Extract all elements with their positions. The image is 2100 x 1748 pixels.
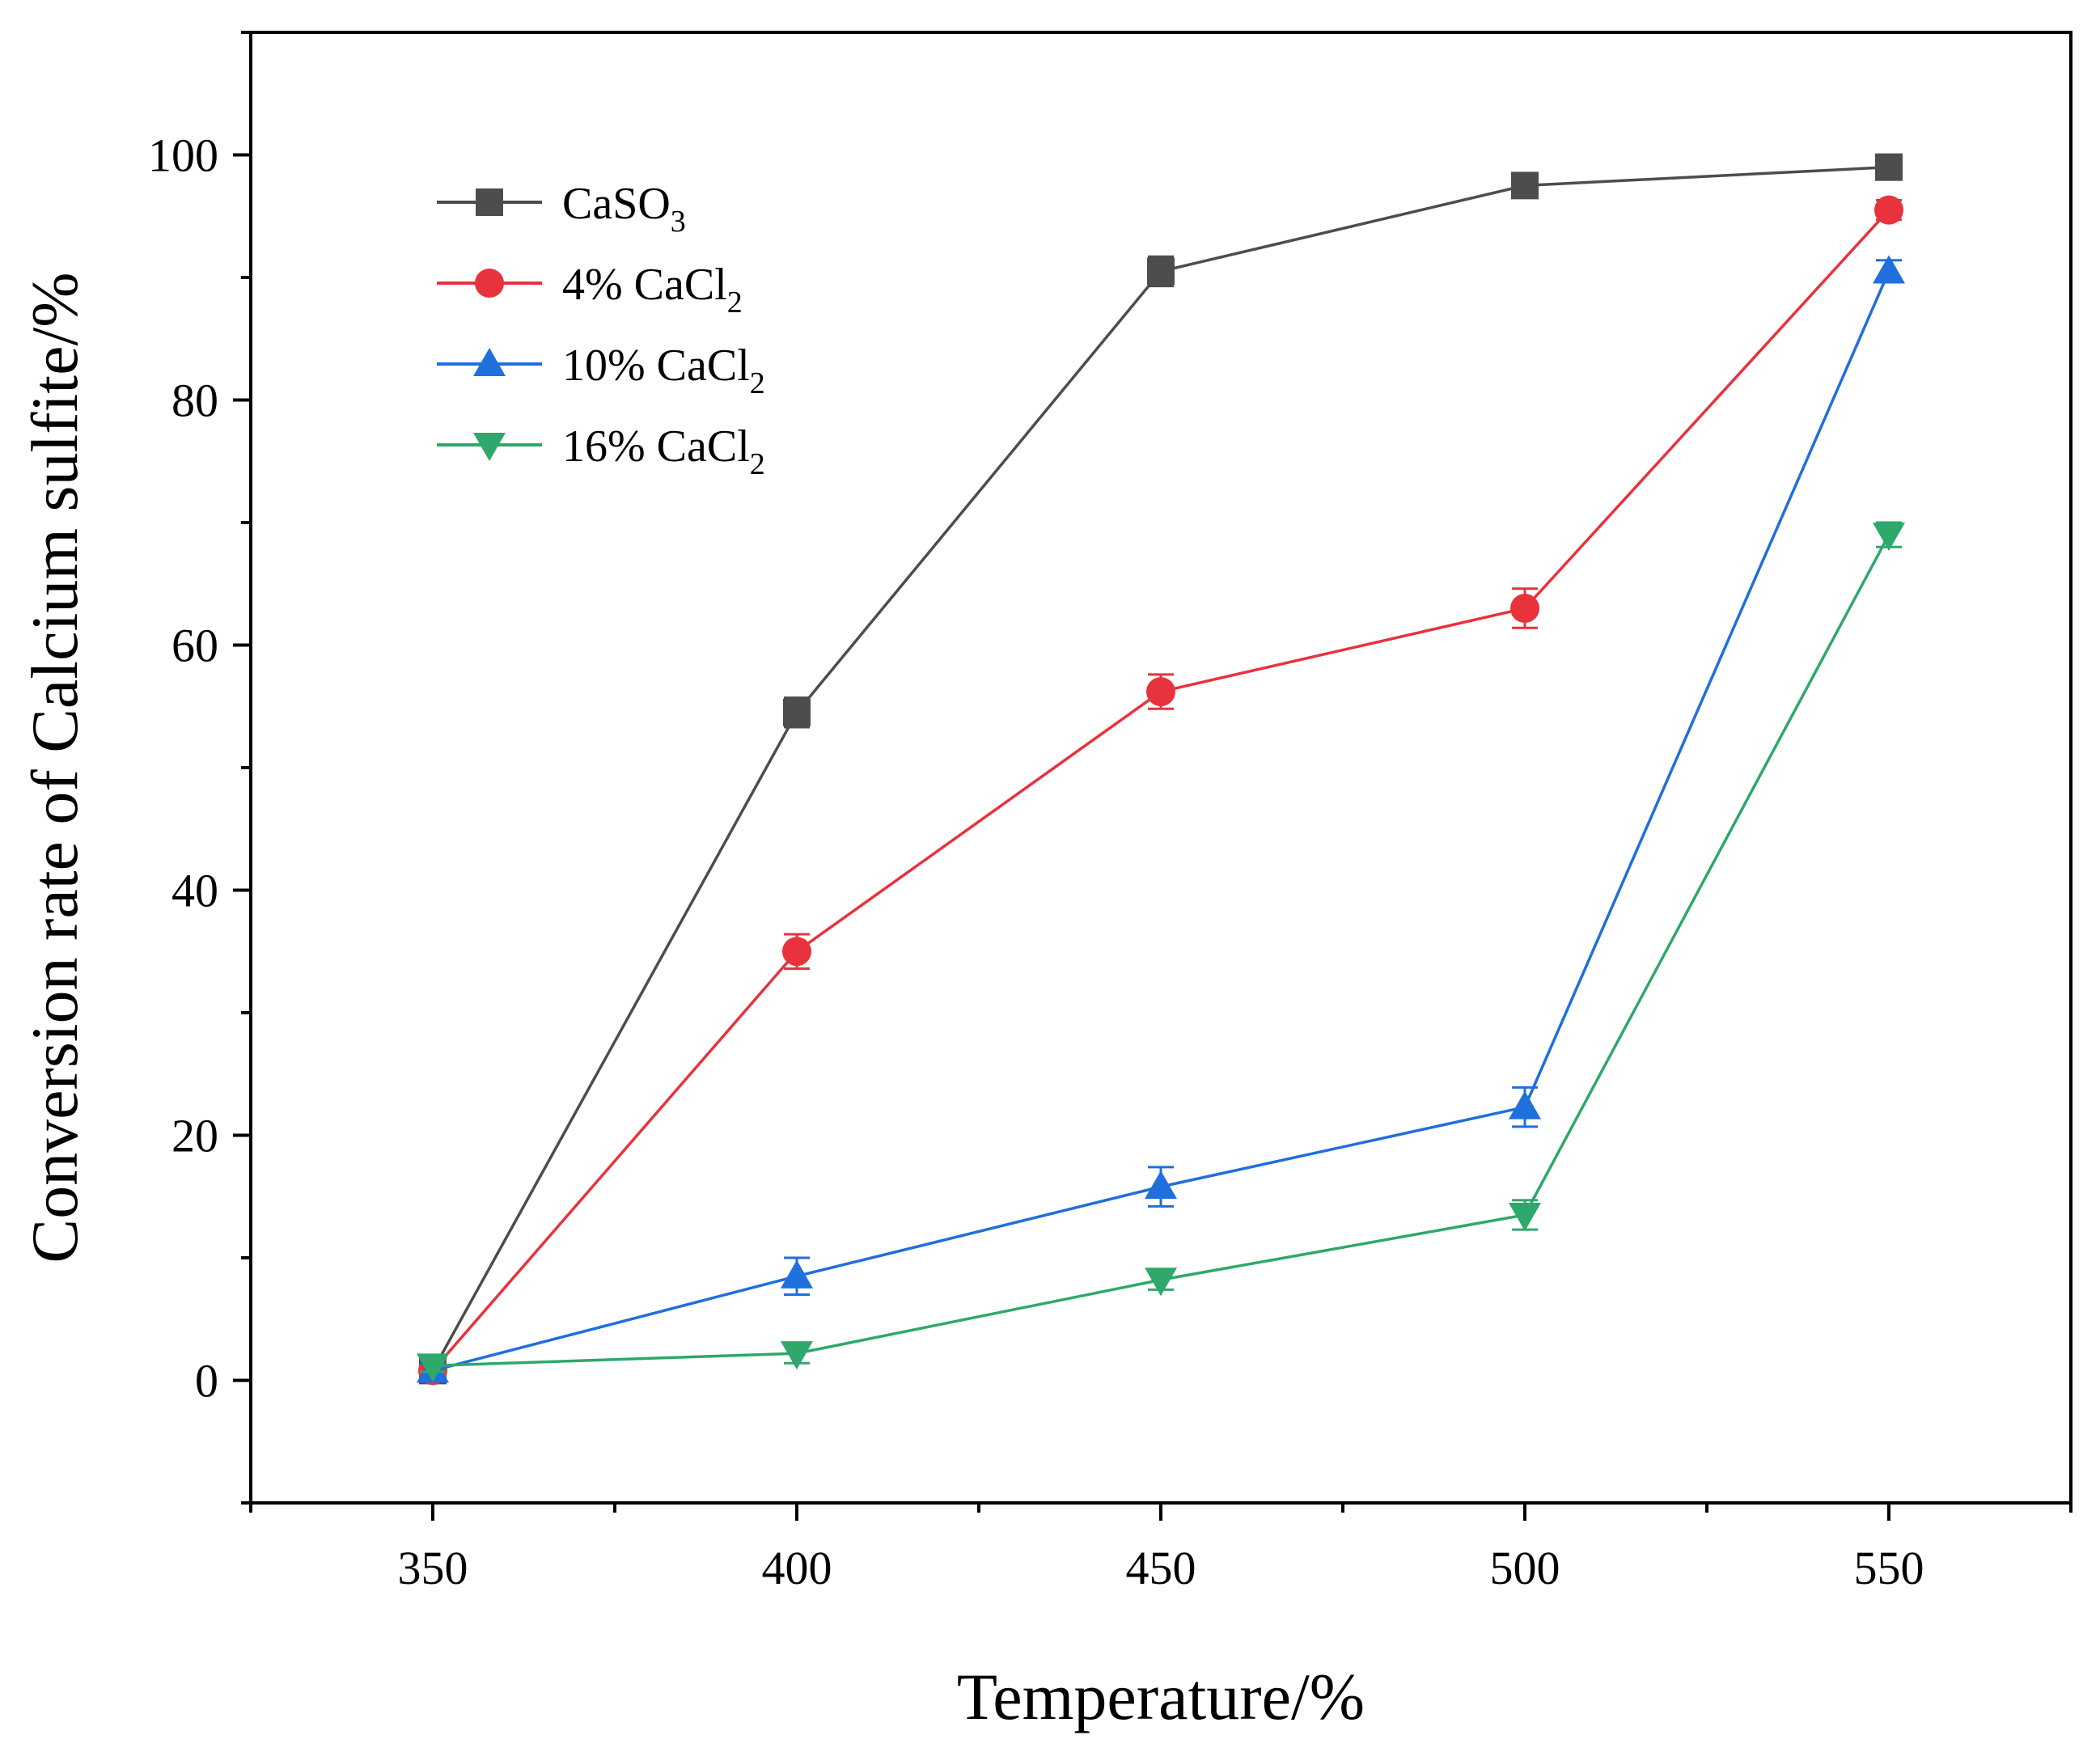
y-tick-label-20: 20 xyxy=(171,1110,218,1162)
legend-label-subscript: 2 xyxy=(750,447,765,481)
legend-label-3: 16% CaCl2 xyxy=(562,421,765,481)
data-point-3-4 xyxy=(1873,523,1905,552)
data-point-2-4 xyxy=(1873,255,1905,284)
legend-label-subscript: 3 xyxy=(671,205,686,239)
data-point-2-3 xyxy=(1509,1090,1541,1119)
x-tick-label-450: 450 xyxy=(1126,1542,1196,1594)
legend-label-subscript: 2 xyxy=(727,286,743,320)
legend-item-0: CaSO3 xyxy=(437,179,686,239)
legend-label-subscript: 2 xyxy=(750,366,765,400)
x-axis-ticks: 350 400 450 500 550 xyxy=(249,1503,2072,1594)
legend-marker xyxy=(475,269,504,298)
x-tick-label-400: 400 xyxy=(762,1542,832,1594)
data-point-3-1 xyxy=(781,1341,813,1370)
series-3 xyxy=(417,521,1905,1382)
y-tick-label-80: 80 xyxy=(171,375,218,427)
legend-marker xyxy=(473,348,506,376)
legend-label-text: 10% CaCl xyxy=(562,341,750,391)
legend-marker xyxy=(476,188,503,216)
y-axis-ticks: 0 20 40 60 80 100 xyxy=(148,31,251,1505)
legend-item-2: 10% CaCl2 xyxy=(437,341,765,400)
y-tick-label-0: 0 xyxy=(195,1355,218,1407)
data-point-0-1 xyxy=(783,698,811,726)
y-tick-label-60: 60 xyxy=(171,620,218,672)
x-axis-title: Temperature/% xyxy=(957,1660,1365,1733)
series-layer xyxy=(417,153,1905,1386)
data-point-0-4 xyxy=(1875,153,1903,181)
data-point-0-3 xyxy=(1511,171,1539,200)
data-point-2-2 xyxy=(1145,1170,1177,1200)
data-point-1-4 xyxy=(1874,195,1903,225)
data-point-0-2 xyxy=(1147,257,1175,286)
legend-label-text: 4% CaCl xyxy=(562,260,727,310)
x-tick-label-500: 500 xyxy=(1490,1542,1560,1594)
legend-label-text: 16% CaCl xyxy=(562,421,750,472)
y-tick-label-100: 100 xyxy=(148,129,218,182)
legend-item-3: 16% CaCl2 xyxy=(437,421,765,481)
data-point-2-1 xyxy=(781,1259,813,1289)
legend-marker xyxy=(473,433,506,461)
data-point-1-2 xyxy=(1146,677,1175,707)
legend-item-1: 4% CaCl2 xyxy=(437,260,743,320)
data-point-1-1 xyxy=(782,937,811,967)
series-line-3 xyxy=(432,534,1890,1368)
data-point-3-3 xyxy=(1509,1202,1541,1231)
legend-label-1: 4% CaCl2 xyxy=(562,260,743,320)
legend-label-2: 10% CaCl2 xyxy=(562,341,765,400)
legend-label-0: CaSO3 xyxy=(562,179,686,239)
series-0 xyxy=(419,153,1903,1385)
data-point-3-2 xyxy=(1145,1268,1177,1297)
x-tick-label-550: 550 xyxy=(1854,1542,1924,1594)
legend-label-text: CaSO xyxy=(562,179,671,229)
x-tick-label-350: 350 xyxy=(398,1542,468,1594)
y-axis-title: Conversion rate of Calcium sulfite/% xyxy=(18,272,91,1263)
data-point-3-0 xyxy=(417,1353,449,1382)
y-tick-label-40: 40 xyxy=(171,865,218,917)
data-point-1-3 xyxy=(1510,594,1539,624)
